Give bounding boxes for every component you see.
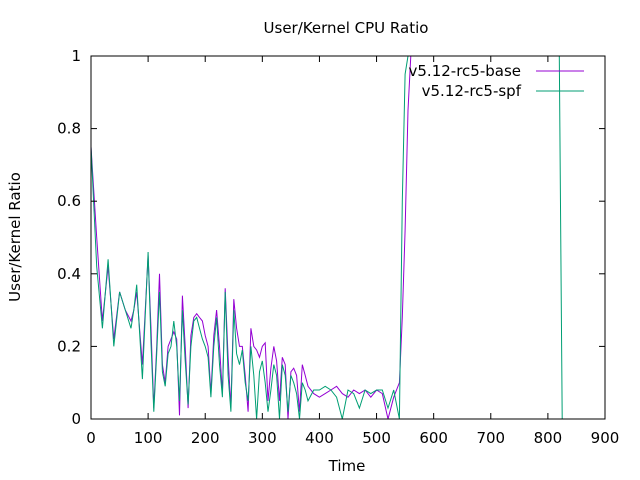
plot-area (91, 56, 563, 419)
x-tick-label: 200 (191, 429, 220, 447)
series-line-2 (91, 56, 563, 419)
x-tick-label: 700 (476, 429, 505, 447)
y-axis-label: User/Kernel Ratio (6, 172, 24, 302)
y-tick-label: 0.2 (57, 337, 81, 355)
x-tick-label: 400 (305, 429, 334, 447)
series-line-1 (91, 56, 412, 419)
legend-label-1: v5.12-rc5-base (409, 62, 522, 80)
x-axis: 0 100 200 300 400 500 600 700 800 900 (86, 56, 619, 447)
y-axis: 0 0.2 0.4 0.6 0.8 1 (57, 47, 605, 428)
plot-frame (90, 55, 606, 420)
y-tick-label: 0.4 (57, 265, 81, 283)
y-tick-label: 1 (71, 47, 81, 65)
x-tick-label: 900 (591, 429, 620, 447)
x-axis-label: Time (328, 457, 366, 475)
x-tick-label: 600 (419, 429, 448, 447)
x-tick-label: 0 (86, 429, 96, 447)
series-group (91, 56, 563, 419)
y-tick-label: 0 (71, 410, 81, 428)
legend: v5.12-rc5-base v5.12-rc5-spf (409, 62, 584, 100)
x-tick-label: 800 (534, 429, 563, 447)
legend-label-2: v5.12-rc5-spf (422, 82, 522, 100)
x-tick-label: 100 (134, 429, 163, 447)
y-tick-label: 0.8 (57, 120, 81, 138)
x-tick-label: 500 (362, 429, 391, 447)
x-tick-label: 300 (248, 429, 277, 447)
chart-title: User/Kernel CPU Ratio (264, 19, 429, 37)
y-tick-label: 0.6 (57, 192, 81, 210)
